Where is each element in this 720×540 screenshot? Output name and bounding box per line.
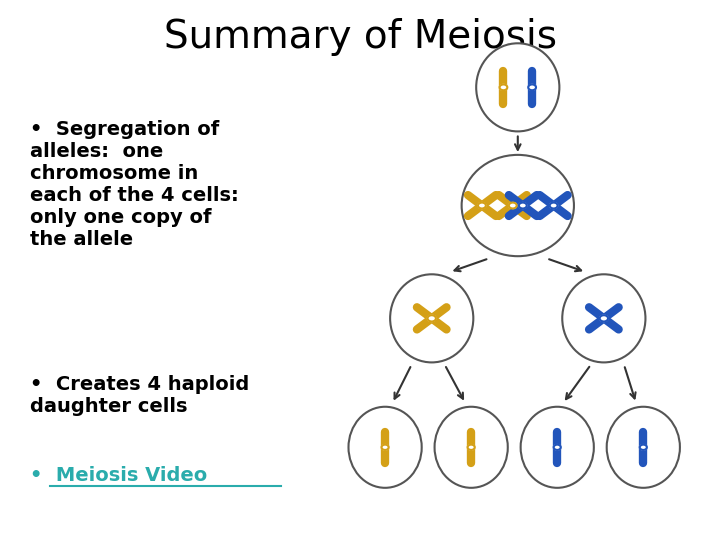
- Ellipse shape: [562, 274, 645, 362]
- Circle shape: [600, 315, 608, 321]
- Ellipse shape: [390, 274, 473, 362]
- Text: •  Creates 4 haploid
daughter cells: • Creates 4 haploid daughter cells: [30, 375, 249, 416]
- Ellipse shape: [607, 407, 680, 488]
- Text: •  Segregation of
alleles:  one
chromosome in
each of the 4 cells:
only one copy: • Segregation of alleles: one chromosome…: [30, 119, 239, 248]
- Circle shape: [382, 444, 389, 450]
- Ellipse shape: [435, 407, 508, 488]
- Circle shape: [428, 315, 436, 321]
- Text: Summary of Meiosis: Summary of Meiosis: [163, 17, 557, 56]
- Circle shape: [554, 444, 561, 450]
- Circle shape: [509, 202, 517, 208]
- Ellipse shape: [521, 407, 594, 488]
- Circle shape: [467, 444, 474, 450]
- Circle shape: [478, 202, 486, 208]
- Ellipse shape: [476, 43, 559, 131]
- Circle shape: [528, 84, 536, 90]
- Circle shape: [519, 202, 527, 208]
- Ellipse shape: [348, 407, 422, 488]
- Circle shape: [549, 202, 557, 208]
- Circle shape: [640, 444, 647, 450]
- Ellipse shape: [462, 155, 574, 256]
- Circle shape: [500, 84, 508, 90]
- Text: •  Meiosis Video: • Meiosis Video: [30, 466, 207, 485]
